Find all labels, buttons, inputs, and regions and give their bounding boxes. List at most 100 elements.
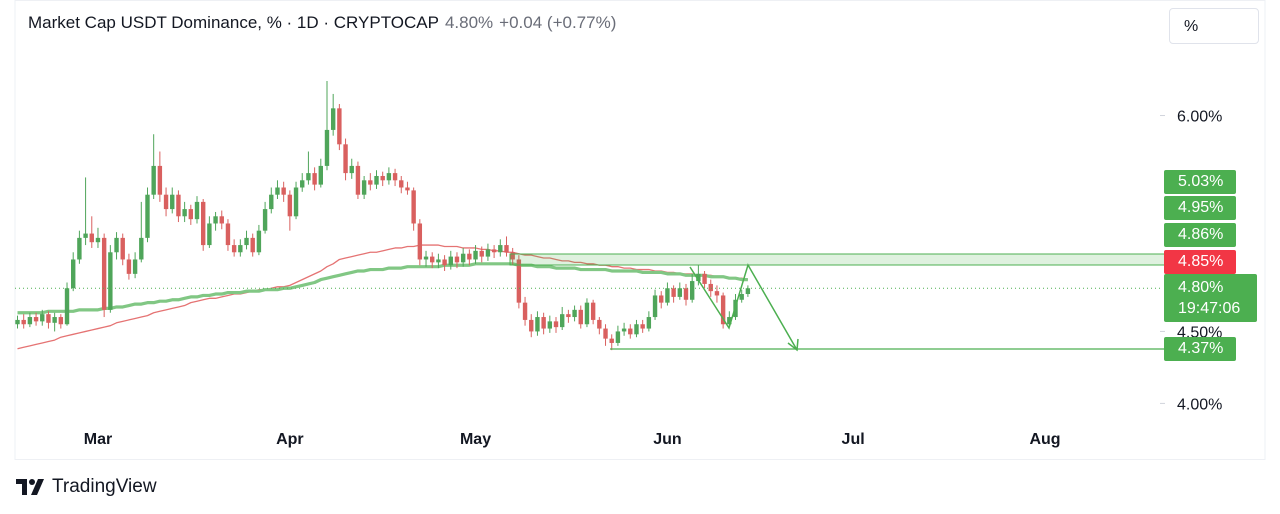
candle-body — [52, 317, 57, 323]
candle-body — [281, 187, 286, 195]
candle-body — [132, 259, 138, 274]
candle-body — [467, 253, 472, 260]
price-label: 5.03% — [1164, 170, 1236, 194]
x-tick-label: Jun — [653, 431, 681, 448]
candle-body — [318, 165, 323, 185]
candle-body — [708, 283, 713, 292]
candle-body — [312, 173, 317, 185]
candle-body — [553, 321, 559, 328]
candle-body — [578, 309, 583, 325]
candle-body — [659, 295, 664, 303]
candle-body — [559, 314, 565, 328]
candle-body — [689, 281, 695, 300]
candle-body — [163, 194, 169, 210]
candle-body — [15, 319, 20, 325]
candle-body — [442, 259, 447, 266]
bar-countdown: 19:47:06 — [1178, 300, 1241, 317]
price-label: 4.86% — [1164, 223, 1236, 247]
candle-body — [436, 259, 441, 263]
moving-average — [17, 262, 748, 315]
candle-body — [448, 256, 453, 266]
candle-body — [485, 249, 491, 257]
candle-body — [64, 288, 70, 325]
candle-body — [498, 245, 503, 253]
candle-body — [46, 314, 51, 323]
candle-body — [21, 319, 26, 325]
candle-body — [380, 175, 385, 181]
price-label: 4.37% — [1164, 337, 1236, 361]
candle-body — [547, 321, 553, 329]
header: Market Cap USDT Dominance, % · 1D · CRYP… — [28, 13, 616, 33]
candle-body — [83, 233, 88, 238]
candle-body — [665, 288, 670, 303]
price-label: 4.95% — [1164, 196, 1236, 220]
candle-body — [108, 252, 113, 310]
candle-body — [120, 237, 125, 260]
candle-body — [714, 291, 720, 296]
candle-body — [343, 144, 348, 174]
y-tick-label: 4.00% — [1177, 396, 1222, 413]
candle-body — [27, 317, 33, 325]
candle-body — [355, 165, 361, 195]
candle-body — [170, 194, 175, 210]
candle-body — [361, 180, 367, 195]
candle-body — [535, 317, 540, 332]
candle-body — [337, 108, 342, 145]
candle-body — [300, 180, 305, 188]
percent-button[interactable]: % — [1169, 8, 1259, 44]
candle-body — [139, 237, 144, 260]
candle-body — [609, 338, 614, 343]
x-tick-label: Aug — [1029, 431, 1060, 448]
candle-body — [250, 237, 255, 253]
candle-body — [77, 237, 82, 260]
candle-body — [269, 194, 274, 210]
candle-body — [510, 252, 515, 260]
candle-body — [126, 259, 132, 274]
candle-body — [176, 194, 181, 217]
candle-body — [275, 187, 280, 195]
candle-body — [504, 245, 509, 253]
candle-body — [238, 245, 243, 253]
candle-body — [256, 230, 262, 253]
x-tick-label: Jul — [842, 431, 865, 448]
plot-area: 4.00%4.50%6.00%Mar Apr May Jun Jul Aug — [15, 80, 1222, 448]
candle-body — [590, 302, 596, 320]
candle-body — [628, 328, 633, 335]
candle-body — [58, 317, 64, 325]
candle-body — [287, 194, 293, 217]
candle-body — [349, 165, 354, 174]
arrow-head — [787, 338, 799, 352]
candle-body — [522, 302, 528, 320]
x-tick-label: Apr — [276, 431, 304, 448]
price-change: +0.04 (+0.77%) — [499, 13, 617, 32]
candle-body — [114, 237, 119, 253]
candle-body — [572, 309, 577, 318]
candle-body — [188, 209, 194, 220]
candle-body — [219, 216, 224, 224]
candle-body — [529, 319, 534, 332]
candle-body — [541, 317, 546, 329]
candle-body — [399, 180, 404, 188]
candle-body — [423, 256, 429, 260]
candle-body — [95, 237, 101, 243]
footer: TradingView — [16, 476, 157, 498]
brand-name: TradingView — [52, 476, 157, 497]
y-tick-label: 6.00% — [1177, 109, 1222, 126]
candle-body — [597, 319, 602, 329]
candle-body — [454, 256, 460, 263]
moving-average — [17, 244, 749, 350]
candle-body — [727, 317, 732, 325]
candle-body — [460, 253, 466, 263]
price-label: 4.85% — [1164, 250, 1236, 274]
candle-body — [101, 237, 107, 310]
current-price-label: 4.80% 19:47:06 — [1164, 274, 1257, 322]
candle-body — [386, 173, 392, 181]
candle-body — [621, 328, 627, 332]
candle-body — [430, 256, 435, 263]
candle-body — [89, 233, 94, 243]
candle-body — [603, 328, 608, 339]
candle-body — [324, 129, 330, 166]
candle-body — [145, 194, 150, 238]
candle-body — [745, 288, 751, 295]
